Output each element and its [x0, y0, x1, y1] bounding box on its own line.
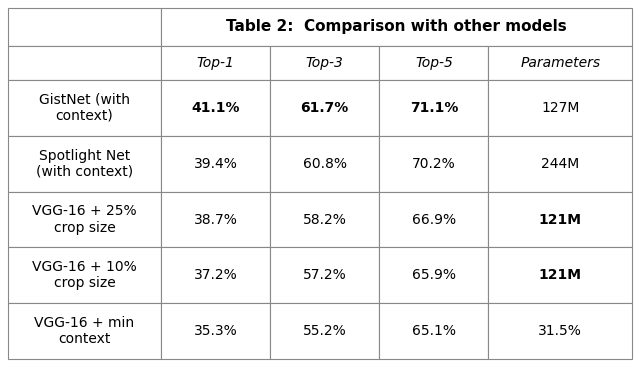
Bar — [380, 136, 488, 192]
Text: 70.2%: 70.2% — [412, 157, 456, 171]
Bar — [270, 136, 380, 192]
Bar — [161, 136, 270, 192]
Text: 35.3%: 35.3% — [194, 324, 237, 338]
Text: 31.5%: 31.5% — [538, 324, 582, 338]
Text: 41.1%: 41.1% — [191, 101, 240, 115]
Text: 58.2%: 58.2% — [303, 212, 347, 226]
Text: Parameters: Parameters — [520, 56, 600, 70]
Bar — [380, 80, 488, 136]
Bar — [8, 46, 161, 80]
Bar — [270, 80, 380, 136]
Text: 121M: 121M — [539, 212, 582, 226]
Text: VGG-16 + 25%
crop size: VGG-16 + 25% crop size — [32, 204, 137, 235]
Text: GistNet (with
context): GistNet (with context) — [39, 93, 130, 123]
Text: 60.8%: 60.8% — [303, 157, 347, 171]
Text: 37.2%: 37.2% — [194, 268, 237, 282]
Text: Top-1: Top-1 — [196, 56, 234, 70]
Text: Top-3: Top-3 — [306, 56, 344, 70]
Bar — [8, 247, 161, 303]
Text: 57.2%: 57.2% — [303, 268, 346, 282]
Text: 55.2%: 55.2% — [303, 324, 346, 338]
Bar — [380, 192, 488, 247]
Bar — [380, 247, 488, 303]
Bar — [270, 303, 380, 359]
Bar — [380, 46, 488, 80]
Bar — [161, 192, 270, 247]
Text: 39.4%: 39.4% — [193, 157, 237, 171]
Bar — [8, 80, 161, 136]
Text: 71.1%: 71.1% — [410, 101, 458, 115]
Text: Spotlight Net
(with context): Spotlight Net (with context) — [36, 149, 133, 179]
Bar — [161, 303, 270, 359]
Text: 38.7%: 38.7% — [193, 212, 237, 226]
Bar — [270, 192, 380, 247]
Bar — [488, 247, 632, 303]
Bar — [8, 8, 161, 46]
Text: 121M: 121M — [539, 268, 582, 282]
Bar — [488, 80, 632, 136]
Bar — [270, 46, 380, 80]
Bar — [161, 46, 270, 80]
Text: 65.1%: 65.1% — [412, 324, 456, 338]
Bar — [8, 136, 161, 192]
Text: 244M: 244M — [541, 157, 579, 171]
Bar — [488, 136, 632, 192]
Text: VGG-16 + min
context: VGG-16 + min context — [35, 316, 134, 346]
Text: 61.7%: 61.7% — [301, 101, 349, 115]
Bar — [161, 80, 270, 136]
Text: Top-5: Top-5 — [415, 56, 453, 70]
Bar — [8, 303, 161, 359]
Text: 127M: 127M — [541, 101, 579, 115]
Bar — [488, 46, 632, 80]
Text: VGG-16 + 10%
crop size: VGG-16 + 10% crop size — [32, 260, 137, 290]
Text: 65.9%: 65.9% — [412, 268, 456, 282]
Bar — [161, 247, 270, 303]
Bar — [8, 192, 161, 247]
Bar — [161, 8, 632, 46]
Bar — [488, 303, 632, 359]
Bar — [270, 247, 380, 303]
Text: 66.9%: 66.9% — [412, 212, 456, 226]
Bar — [380, 303, 488, 359]
Text: Table 2:  Comparison with other models: Table 2: Comparison with other models — [226, 19, 567, 34]
Bar — [488, 192, 632, 247]
